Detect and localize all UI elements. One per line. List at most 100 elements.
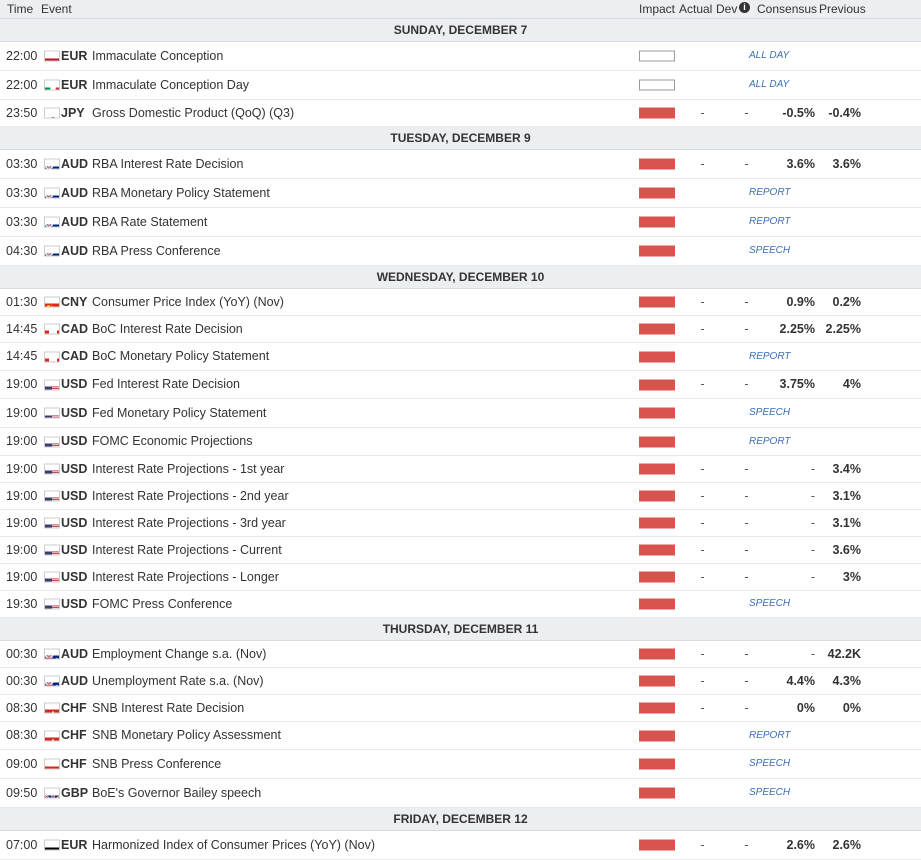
event-name[interactable]: Fed Interest Rate Decision <box>92 377 240 391</box>
event-name[interactable]: Harmonized Index of Consumer Prices (YoY… <box>92 838 375 852</box>
event-dev: - <box>744 838 749 852</box>
header-time[interactable]: Time <box>7 2 34 16</box>
event-row[interactable]: 19:30 USD FOMC Press Conference SPEECH <box>0 591 921 618</box>
event-currency: USD <box>61 489 88 503</box>
event-currency: USD <box>61 377 88 391</box>
event-row[interactable]: 19:00 USD Interest Rate Projections - Long… <box>0 564 921 591</box>
event-name[interactable]: Consumer Price Index (YoY) (Nov) <box>92 295 284 309</box>
event-name[interactable]: RBA Press Conference <box>92 244 221 258</box>
flag-au-icon <box>44 245 60 257</box>
event-row[interactable]: 19:00 USD Interest Rate Projections - 2nd … <box>0 483 921 510</box>
event-row[interactable]: 14:45 CAD BoC Monetary Policy Statement REP… <box>0 343 921 371</box>
header-dev[interactable]: Dev <box>716 2 738 16</box>
event-dev: - <box>744 570 749 584</box>
event-row[interactable]: 08:30 CHF SNB Interest Rate Decision - - 0% 0% <box>0 695 921 722</box>
event-row[interactable]: 08:30 CHF SNB Monetary Policy Assessment RE… <box>0 722 921 750</box>
event-currency: CAD <box>61 322 89 336</box>
event-row[interactable]: 19:00 USD FOMC Economic Projections REPORT <box>0 428 921 456</box>
event-row[interactable]: 07:00 EUR Harmonized Index of Consumer Pri… <box>0 831 921 860</box>
event-actual: - <box>700 322 705 336</box>
event-name[interactable]: RBA Interest Rate Decision <box>92 157 244 171</box>
flag-us-icon <box>44 379 60 390</box>
event-time: 19:00 <box>6 570 38 584</box>
event-currency: CHF <box>61 701 87 715</box>
event-dev: - <box>744 674 749 688</box>
event-row[interactable]: 04:30 AUD RBA Press Conference SPEECH <box>0 237 921 266</box>
event-actual: - <box>700 838 705 852</box>
date-header: WEDNESDAY, DECEMBER 10 <box>0 266 921 289</box>
event-currency: AUD <box>61 674 89 688</box>
flag-ch-icon <box>44 730 60 741</box>
event-name[interactable]: Interest Rate Projections - Current <box>92 543 282 557</box>
event-name[interactable]: BoC Monetary Policy Statement <box>92 349 270 363</box>
event-row[interactable]: 19:00 USD Interest Rate Projections - Curr… <box>0 537 921 564</box>
event-row[interactable]: 03:30 AUD RBA Monetary Policy Statement REP… <box>0 179 921 208</box>
event-row[interactable]: 22:00 EUR Immaculate Conception ALL DAY <box>0 42 921 71</box>
event-row[interactable]: 14:45 CAD BoC Interest Rate Decision - - 2.25… <box>0 316 921 343</box>
event-previous: 3.6% <box>832 157 862 171</box>
event-actual: - <box>700 377 705 391</box>
event-currency: USD <box>61 516 88 530</box>
event-name[interactable]: RBA Rate Statement <box>92 215 208 229</box>
header-impact[interactable]: Impact <box>639 2 676 16</box>
event-row[interactable]: 19:00 USD Interest Rate Projections - 1st … <box>0 456 921 483</box>
header-consensus[interactable]: Consensus <box>757 2 818 16</box>
impact-indicator <box>639 407 675 419</box>
event-row[interactable]: 19:00 USD Interest Rate Projections - 3rd … <box>0 510 921 537</box>
event-name[interactable]: RBA Monetary Policy Statement <box>92 186 270 200</box>
event-name[interactable]: Interest Rate Projections - Longer <box>92 570 279 584</box>
event-time: 19:00 <box>6 543 38 557</box>
event-row[interactable]: 01:30 CNY Consumer Price Index (YoY) (Nov)… <box>0 289 921 316</box>
event-consensus: - <box>810 516 815 530</box>
event-currency: AUD <box>61 244 89 258</box>
impact-indicator <box>639 730 675 741</box>
event-name[interactable]: Fed Monetary Policy Statement <box>92 406 267 420</box>
event-row[interactable]: 03:30 AUD RBA Interest Rate Decision - - 3.6%… <box>0 150 921 179</box>
event-row[interactable]: 19:00 USD Fed Interest Rate Decision - - 3.75… <box>0 371 921 399</box>
event-row[interactable]: 03:30 AUD RBA Rate Statement REPORT <box>0 208 921 237</box>
event-name[interactable]: Gross Domestic Product (QoQ) (Q3) <box>92 106 295 120</box>
event-currency: USD <box>61 434 88 448</box>
event-name[interactable]: FOMC Press Conference <box>92 597 233 611</box>
event-consensus: 3.6% <box>786 157 816 171</box>
event-tag: SPEECH <box>749 245 791 256</box>
impact-indicator <box>639 648 675 660</box>
event-row[interactable]: 19:00 USD Fed Monetary Policy Statement SPE… <box>0 399 921 428</box>
event-name[interactable]: Immaculate Conception Day <box>92 78 250 92</box>
event-name[interactable]: Immaculate Conception <box>92 49 224 63</box>
header-event[interactable]: Event <box>41 2 72 16</box>
event-row[interactable]: 00:30 AUD Unemployment Rate s.a. (Nov) - - 4.… <box>0 668 921 695</box>
event-time: 19:00 <box>6 377 38 391</box>
flag-de-icon <box>44 839 60 851</box>
event-row[interactable]: 23:50 JPY Gross Domestic Product (QoQ) (Q3… <box>0 100 921 127</box>
date-header: FRIDAY, DECEMBER 12 <box>0 808 921 831</box>
event-row[interactable]: 09:00 CHF SNB Press Conference SPEECH <box>0 750 921 779</box>
impact-indicator <box>639 79 675 91</box>
event-time: 09:50 <box>6 786 38 800</box>
event-name[interactable]: FOMC Economic Projections <box>92 434 253 448</box>
info-icon[interactable]: i <box>739 2 750 13</box>
header-previous[interactable]: Previous <box>819 2 866 16</box>
header-actual[interactable]: Actual <box>679 2 713 16</box>
event-row[interactable]: 00:30 AUD Employment Change s.a. (Nov) - - -4… <box>0 641 921 668</box>
event-row[interactable]: 22:00 EUR Immaculate Conception Day ALL DAY <box>0 71 921 100</box>
event-name[interactable]: BoE's Governor Bailey speech <box>92 786 262 800</box>
impact-indicator <box>639 187 675 199</box>
event-name[interactable]: Interest Rate Projections - 3rd year <box>92 516 286 530</box>
event-name[interactable]: Employment Change s.a. (Nov) <box>92 647 267 661</box>
event-previous: 3.4% <box>832 462 862 476</box>
impact-indicator <box>639 351 675 362</box>
event-actual: - <box>700 543 705 557</box>
event-name[interactable]: BoC Interest Rate Decision <box>92 322 243 336</box>
flag-us-icon <box>44 436 60 447</box>
event-name[interactable]: SNB Interest Rate Decision <box>92 701 245 715</box>
event-previous: 3.6% <box>832 543 862 557</box>
event-name[interactable]: Interest Rate Projections - 2nd year <box>92 489 289 503</box>
event-tag: REPORT <box>749 436 791 447</box>
event-name[interactable]: Interest Rate Projections - 1st year <box>92 462 285 476</box>
event-row[interactable]: 09:50 GBP BoE's Governor Bailey speech SPEE… <box>0 779 921 808</box>
event-name[interactable]: SNB Monetary Policy Assessment <box>92 728 281 742</box>
event-name[interactable]: Unemployment Rate s.a. (Nov) <box>92 674 264 688</box>
event-time: 19:00 <box>6 516 38 530</box>
event-name[interactable]: SNB Press Conference <box>92 757 222 771</box>
